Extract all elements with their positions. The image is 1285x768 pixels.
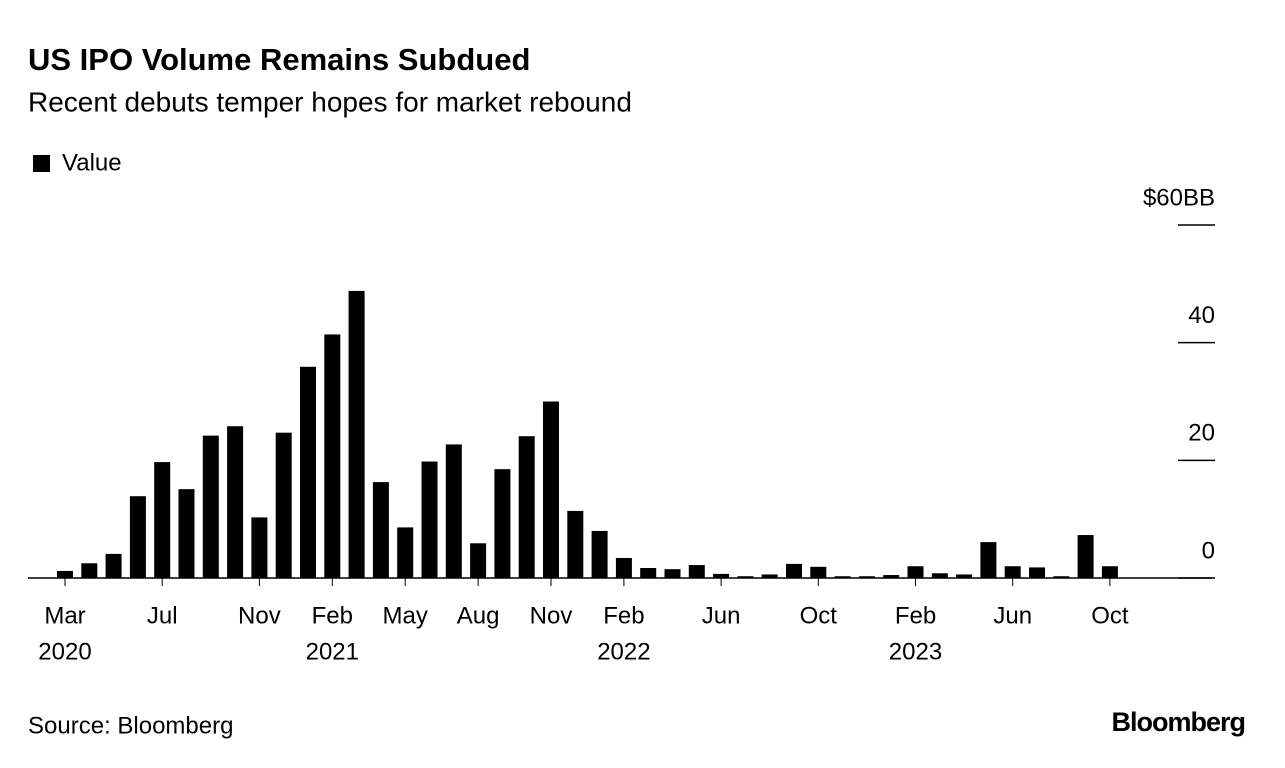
bar [640, 567, 657, 578]
bar [834, 576, 851, 578]
bar [202, 435, 219, 578]
brand-logo: Bloomberg [1111, 707, 1245, 737]
x-tick-label: Oct [1091, 602, 1129, 629]
legend-label: Value [62, 149, 122, 176]
bar [737, 576, 754, 578]
x-year-label: 2023 [889, 638, 942, 665]
bar [810, 566, 827, 578]
bar [494, 469, 511, 578]
bar [786, 563, 802, 578]
bar [154, 462, 171, 578]
bar [664, 569, 681, 578]
x-tick-label: Aug [457, 602, 500, 629]
bar [858, 576, 875, 578]
bar [761, 574, 778, 578]
bar [129, 496, 146, 578]
bar [421, 461, 438, 578]
y-tick-label: 20 [1188, 420, 1215, 447]
x-year-label: 2021 [306, 638, 359, 665]
bar [445, 444, 462, 578]
bar [470, 543, 487, 578]
bar [956, 574, 973, 578]
x-tick-label: Jul [147, 602, 178, 629]
bar [907, 566, 924, 578]
bar [591, 530, 608, 578]
bar [348, 290, 365, 578]
x-year-label: 2022 [597, 638, 650, 665]
x-tick-label: Feb [895, 602, 936, 629]
bar [1053, 576, 1070, 578]
bar [688, 565, 705, 578]
bar [1077, 535, 1094, 578]
x-year-label: 2020 [38, 638, 91, 665]
legend-swatch [33, 155, 50, 172]
bar [81, 563, 98, 578]
y-tick-label: 40 [1188, 302, 1215, 329]
bar [1004, 566, 1021, 578]
x-tick-label: Feb [312, 602, 353, 629]
y-tick-label: $60BB [1143, 184, 1215, 211]
x-tick-label: Nov [238, 602, 281, 629]
bar [178, 489, 195, 578]
bar [275, 432, 292, 578]
bar [372, 482, 389, 578]
bar [57, 570, 73, 578]
y-tick-label: 0 [1202, 537, 1215, 564]
bar [105, 553, 122, 578]
x-tick-label: Nov [530, 602, 573, 629]
x-tick-label: Oct [800, 602, 838, 629]
bar [883, 575, 900, 578]
bar [980, 542, 997, 578]
x-tick-label: Jun [993, 602, 1032, 629]
x-tick-label: Jun [702, 602, 741, 629]
bar [931, 573, 948, 578]
bar [567, 510, 584, 578]
bar [227, 426, 244, 578]
bar [300, 366, 316, 578]
bar [713, 573, 730, 578]
bar [543, 401, 559, 578]
x-tick-label: May [383, 602, 428, 629]
x-tick-label: Mar [44, 602, 85, 629]
x-tick-label: Feb [603, 602, 644, 629]
bar [615, 557, 632, 578]
bar [1101, 566, 1118, 578]
chart-title: US IPO Volume Remains Subdued [28, 42, 530, 77]
chart-subtitle: Recent debuts temper hopes for market re… [28, 86, 632, 117]
source: Source: Bloomberg [28, 712, 233, 739]
bar [251, 517, 268, 578]
bar [397, 527, 414, 578]
bar [1029, 567, 1045, 578]
bar [324, 334, 341, 578]
bar [518, 436, 535, 578]
